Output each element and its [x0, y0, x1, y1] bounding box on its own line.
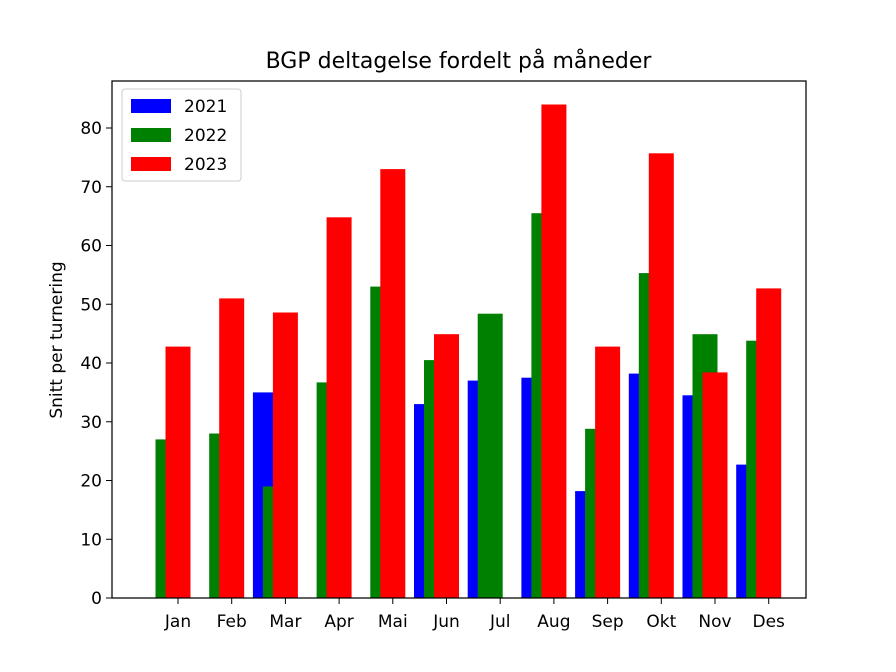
bar-2023-okt — [648, 153, 674, 599]
y-tick-label: 80 — [80, 119, 102, 139]
x-tick-label: Sep — [592, 612, 624, 632]
y-tick-label: 40 — [80, 354, 102, 374]
axes-frame — [111, 80, 807, 599]
bar-2023-des — [756, 288, 782, 598]
legend-swatch-2023 — [131, 157, 171, 171]
legend-label-2022: 2022 — [184, 126, 227, 146]
bar-2023-aug — [541, 104, 567, 598]
x-tick-label: Jul — [489, 612, 511, 632]
y-axis-label: Snitt per turnering — [47, 261, 67, 418]
legend-label-2021: 2021 — [184, 97, 227, 117]
x-tick-label: Jan — [164, 612, 191, 632]
bar-2023-mar — [272, 312, 298, 598]
y-tick-label: 70 — [80, 178, 102, 198]
y-tick-label: 0 — [91, 589, 102, 609]
x-tick-label: Okt — [646, 612, 676, 632]
chart-title: BGP deltagelse fordelt på måneder — [266, 48, 653, 74]
legend-swatch-2022 — [131, 128, 171, 142]
y-tick-label: 20 — [80, 472, 102, 492]
bar-2022-jul — [477, 313, 503, 598]
bar-2023-jan — [165, 346, 191, 598]
bar-2023-jun — [434, 334, 459, 598]
y-tick-label: 60 — [80, 237, 102, 257]
bar-2023-apr — [326, 217, 352, 599]
bar-2023-sep — [595, 346, 621, 598]
bar-2023-nov — [702, 372, 728, 598]
x-axis-ticks: Jan Feb Mar Apr Mai Jun Jul Aug Sep Okt Nov Des — [164, 598, 785, 632]
x-tick-label: Jun — [432, 612, 460, 632]
legend-label-2023: 2023 — [184, 155, 227, 175]
x-tick-label: Nov — [698, 612, 731, 632]
y-tick-label: 30 — [80, 413, 102, 433]
y-tick-label: 50 — [80, 295, 102, 315]
bar-2023-mai — [380, 169, 406, 598]
x-tick-label: Feb — [217, 612, 247, 632]
x-tick-label: Mai — [378, 612, 408, 632]
y-axis-ticks: 0 10 20 30 40 50 60 70 80 — [80, 119, 112, 609]
bars-group — [155, 104, 782, 599]
x-tick-label: Apr — [324, 612, 353, 632]
x-tick-label: Aug — [537, 612, 570, 632]
y-tick-label: 10 — [80, 530, 102, 550]
legend-swatch-2021 — [131, 99, 171, 113]
legend: 2021 2022 2023 — [121, 88, 242, 182]
x-tick-label: Des — [752, 612, 785, 632]
x-tick-label: Mar — [269, 612, 301, 632]
bar-2023-feb — [219, 298, 245, 598]
